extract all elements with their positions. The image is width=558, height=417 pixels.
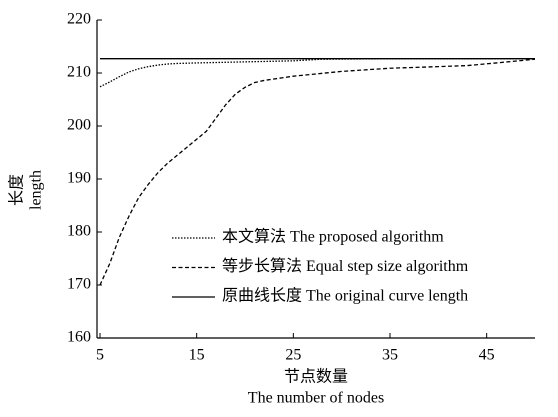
y-tick-label: 180: [67, 223, 91, 240]
y-axis-label: length: [28, 170, 45, 210]
legend-label: 原曲线长度 The original curve length: [222, 287, 468, 305]
y-tick-label: 200: [67, 117, 91, 134]
x-tick-label: 5: [96, 347, 104, 364]
legend-label: 本文算法 The proposed algorithm: [222, 227, 444, 246]
series-line: [99, 58, 535, 88]
legend-label: 等步长算法 Equal step size algorithm: [222, 256, 469, 275]
x-tick-label: 35: [382, 347, 398, 364]
y-tick-label: 160: [67, 329, 91, 346]
y-tick-label: 190: [67, 170, 91, 187]
x-tick-label: 25: [285, 347, 301, 364]
x-tick-label: 15: [189, 347, 205, 364]
x-axis-label: The number of nodes: [248, 390, 384, 407]
y-tick-label: 210: [67, 64, 91, 81]
y-axis-label: 长度: [8, 174, 26, 206]
x-axis-label: 节点数量: [284, 368, 348, 386]
y-tick-label: 170: [67, 276, 91, 293]
y-tick-label: 220: [67, 11, 91, 28]
series-line: [99, 58, 536, 286]
x-tick-label: 45: [479, 347, 495, 364]
